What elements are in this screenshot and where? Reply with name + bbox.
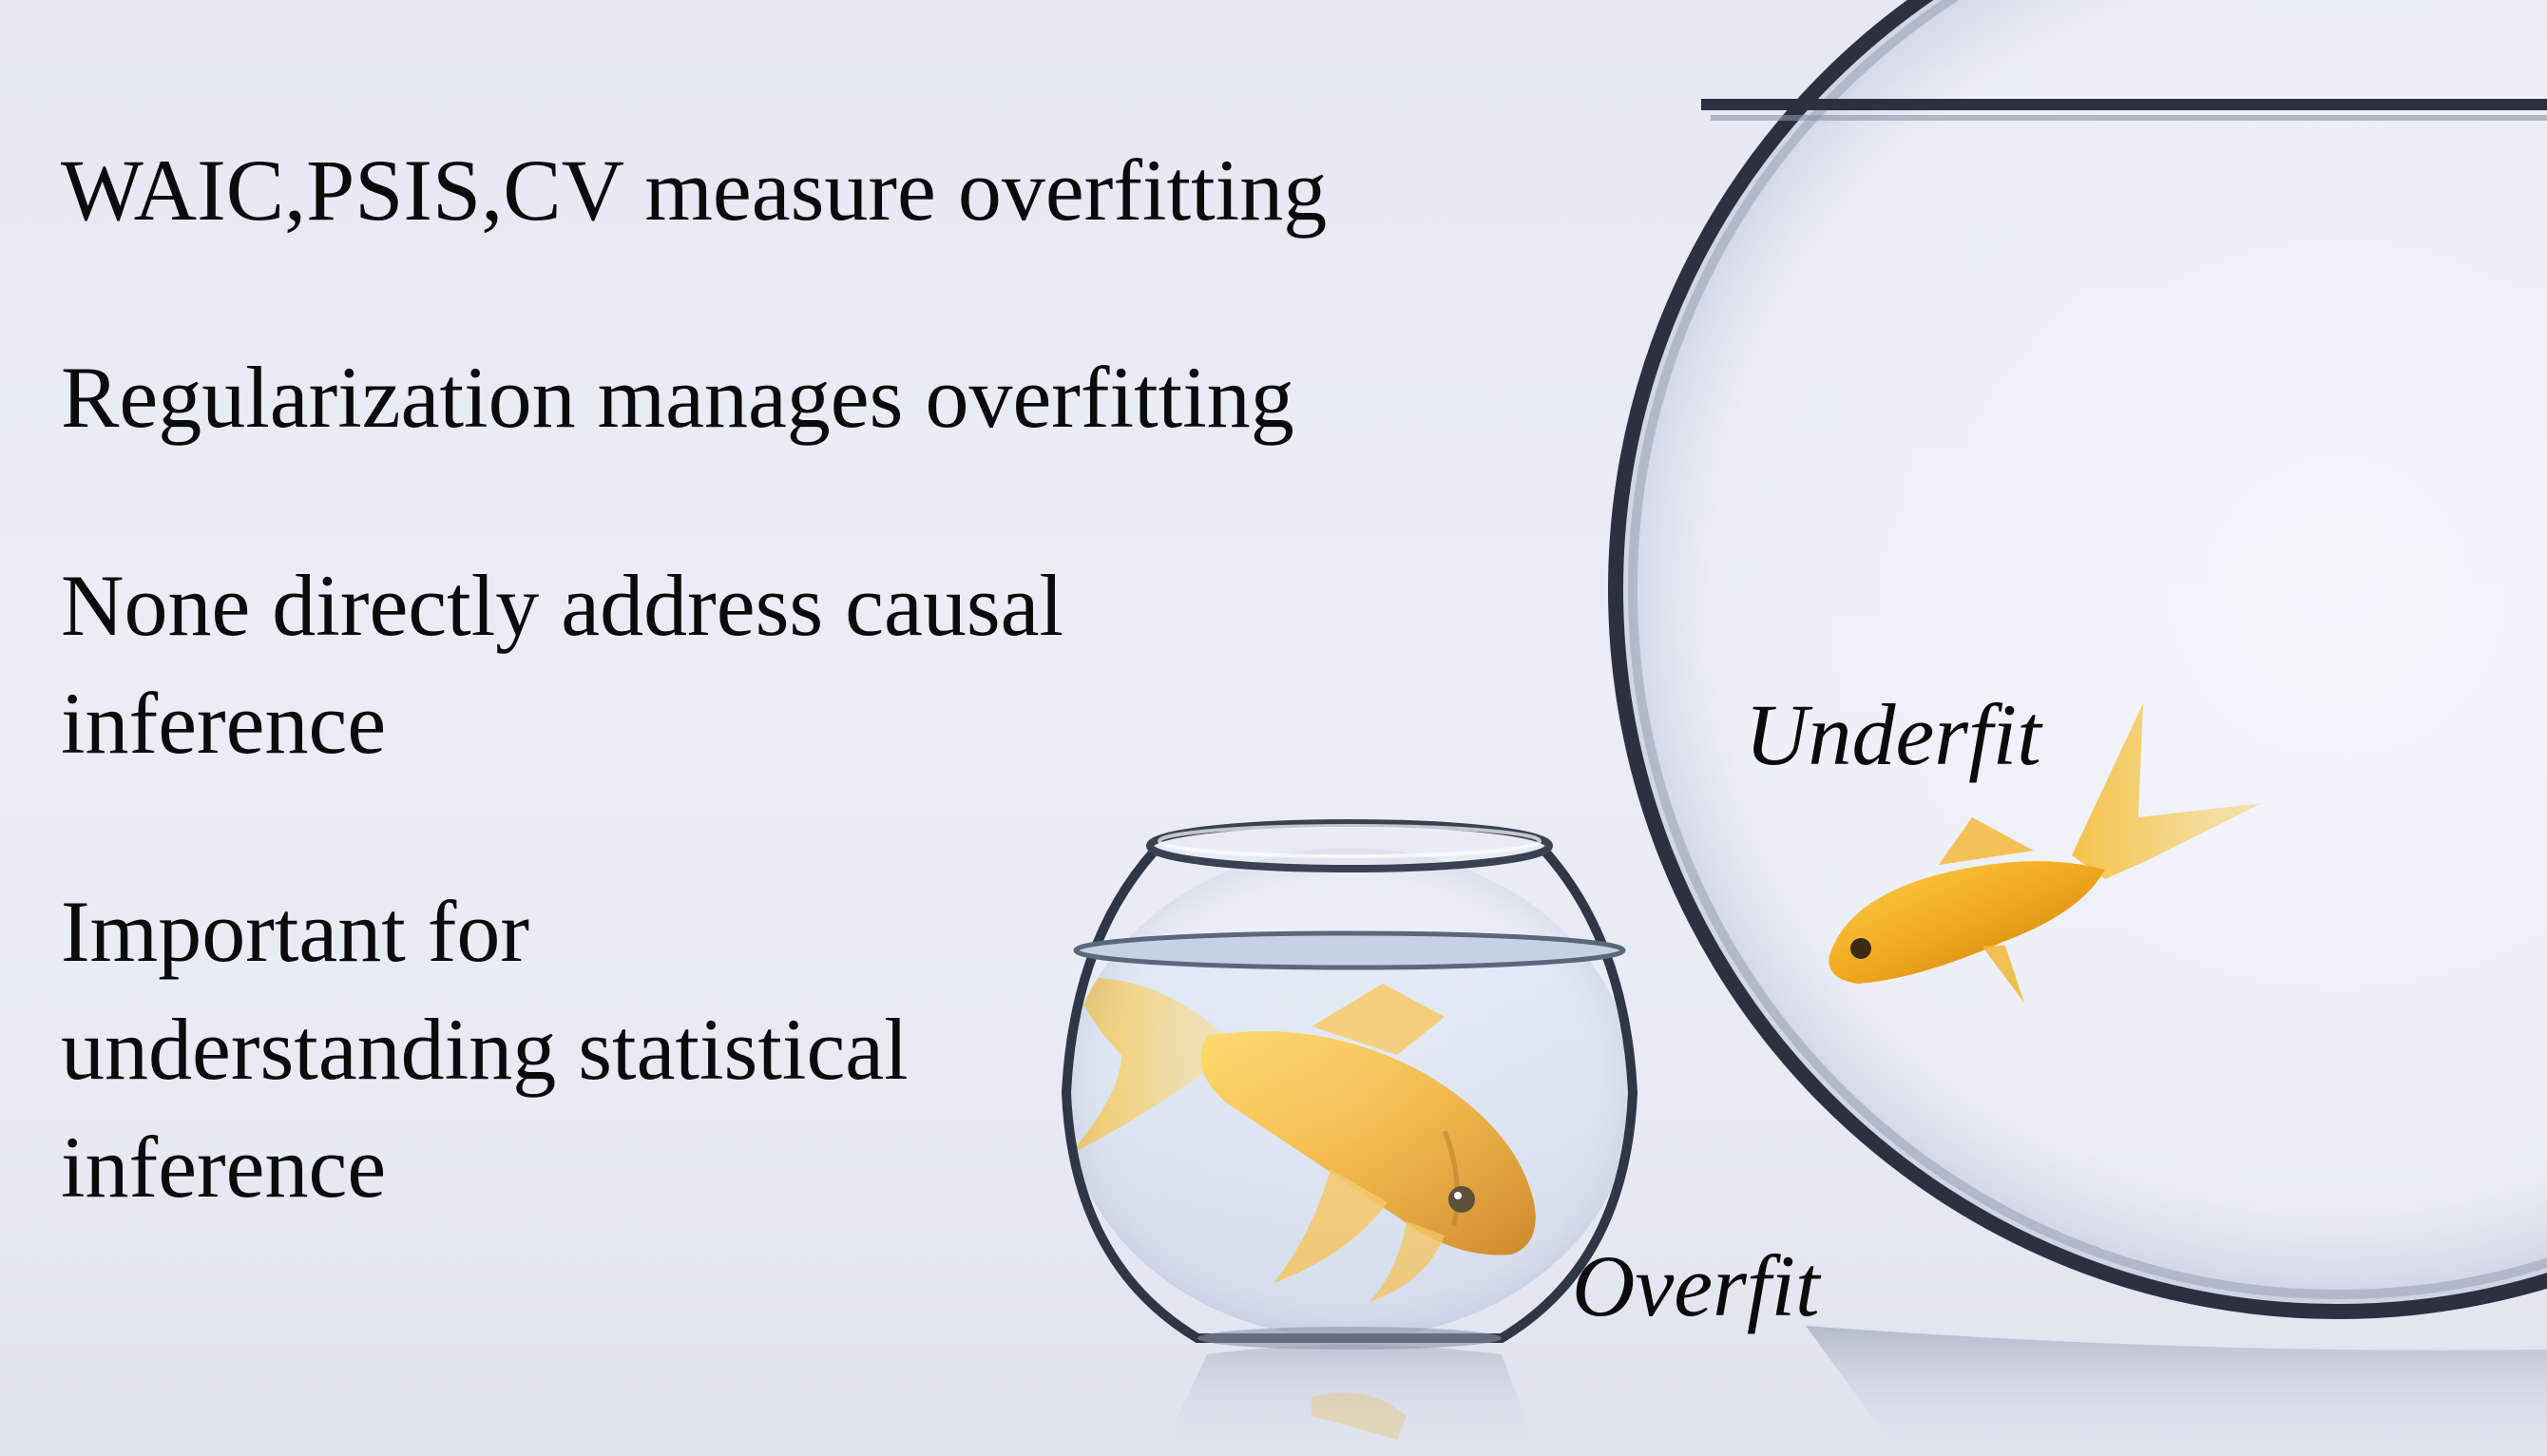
bullet-waic-psis-cv: WAIC,PSIS,CV measure overfitting: [61, 142, 1328, 239]
bullet-regularization: Regularization manages overfitting: [61, 349, 1294, 446]
bullet-statistical-inference: Important for understanding statistical …: [61, 883, 909, 1216]
label-underfit: Underfit: [1745, 686, 2041, 783]
goldfish-underfit-icon: [1829, 703, 2262, 1003]
bullet-causal-inference: None directly address causal inference: [61, 557, 1064, 772]
large-fishbowl-icon: [1608, 0, 2547, 1456]
label-overfit: Overfit: [1572, 1237, 1820, 1334]
small-fishbowl-icon: [1061, 819, 1638, 1456]
